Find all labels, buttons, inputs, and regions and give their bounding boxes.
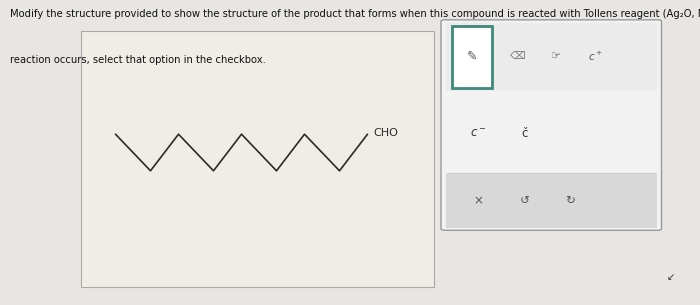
Text: ⌫: ⌫ [510,51,526,61]
Text: reaction occurs, select that option in the checkbox.: reaction occurs, select that option in t… [10,55,266,65]
FancyBboxPatch shape [452,26,492,88]
FancyBboxPatch shape [80,30,434,287]
Text: Modify the structure provided to show the structure of the product that forms wh: Modify the structure provided to show th… [10,9,700,19]
Text: ↻: ↻ [566,194,575,207]
Text: $c^+$: $c^+$ [587,49,603,63]
Text: CHO: CHO [374,128,399,138]
Text: $c^-$: $c^-$ [470,127,486,140]
Text: ↺: ↺ [520,194,530,207]
Text: ✎: ✎ [466,50,477,63]
FancyBboxPatch shape [446,173,657,228]
FancyBboxPatch shape [446,23,657,91]
Text: č: č [522,127,528,140]
Text: ☞: ☞ [552,51,561,61]
FancyBboxPatch shape [441,20,662,230]
Text: ×: × [473,194,483,207]
Text: ↙: ↙ [666,273,675,282]
